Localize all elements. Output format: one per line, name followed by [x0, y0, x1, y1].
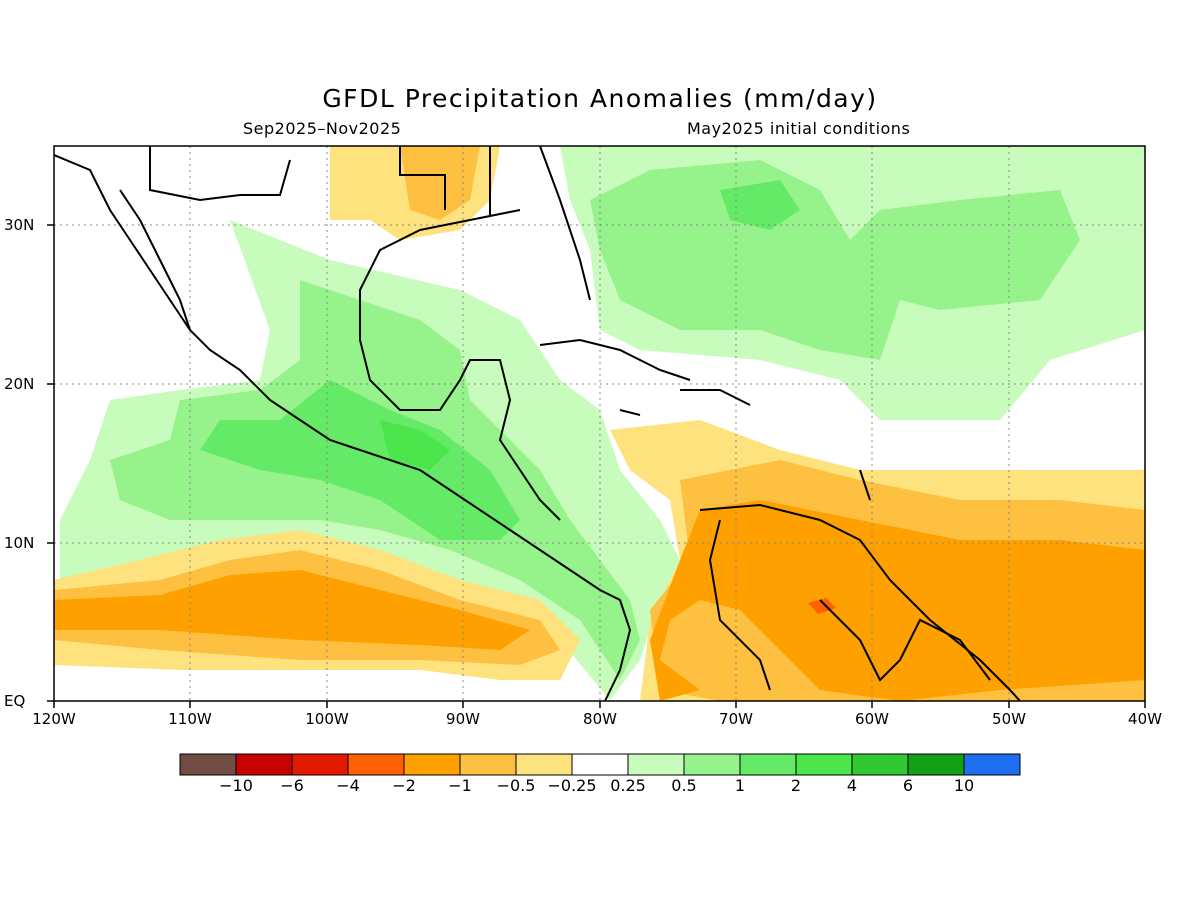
colorbar-label: −0.5	[496, 776, 536, 795]
colorbar-label: −0.25	[547, 776, 597, 795]
colorbar-label: −6	[280, 776, 304, 795]
anomaly-region-neg-1-pacific	[54, 570, 530, 650]
colorbar-label: 6	[902, 776, 914, 795]
map-title: GFDL Precipitation Anomalies (mm/day)	[322, 84, 878, 113]
colorbar-swatch	[403, 753, 461, 776]
lat-label-10n: 10N	[4, 534, 35, 552]
lon-label-90w: 90W	[446, 710, 480, 728]
anomaly-region-neg-1-caribbean	[650, 500, 1145, 701]
coastlines	[54, 146, 1021, 701]
lon-label-80w: 80W	[583, 710, 617, 728]
lon-label-100w: 100W	[305, 710, 349, 728]
colorbar-label: 2	[790, 776, 802, 795]
lon-label-110w: 110W	[168, 710, 212, 728]
anomaly-region-1-atlantic	[720, 180, 800, 230]
colorbar-swatch	[795, 753, 853, 776]
colorbar-label: 4	[846, 776, 858, 795]
colorbar-label: 10	[953, 776, 975, 795]
colorbar-swatch	[515, 753, 573, 776]
colorbar-swatch	[851, 753, 909, 776]
lat-label-eq: EQ	[4, 692, 26, 710]
lon-label-70w: 70W	[719, 710, 753, 728]
colorbar-label: −2	[392, 776, 416, 795]
lon-label-40w: 40W	[1128, 710, 1162, 728]
colorbar-label: −4	[336, 776, 360, 795]
colorbar-swatch	[347, 753, 405, 776]
colorbar-swatch	[571, 753, 629, 776]
lat-label-20n: 20N	[4, 375, 35, 393]
colorbar-swatch	[683, 753, 741, 776]
anomaly-region-neg-1-gulf-coast	[400, 146, 480, 220]
lon-label-60w: 60W	[855, 710, 889, 728]
lat-lon-grid	[54, 146, 1145, 701]
anomaly-region-1-pacific	[200, 380, 520, 540]
colorbar-label: 0.5	[671, 776, 697, 795]
anomaly-region-2-pacific	[380, 420, 450, 470]
lat-label-30n: 30N	[4, 216, 35, 234]
lon-label-50w: 50W	[992, 710, 1026, 728]
forecast-period: Sep2025–Nov2025	[243, 119, 402, 138]
colorbar-swatch	[963, 753, 1021, 776]
colorbar-swatch	[179, 753, 237, 776]
lon-label-120w: 120W	[32, 710, 76, 728]
colorbar-label: −1	[448, 776, 472, 795]
colorbar-swatch	[235, 753, 293, 776]
colorbar-label: 1	[734, 776, 746, 795]
colorbar-swatch	[459, 753, 517, 776]
axis-ticks	[47, 224, 1146, 708]
colorbar-swatch	[291, 753, 349, 776]
colorbar-swatch	[907, 753, 965, 776]
colorbar-label: 0.25	[610, 776, 646, 795]
initial-conditions: May2025 initial conditions	[687, 119, 911, 138]
colorbar-label: −10	[219, 776, 253, 795]
anomaly-region-0-5-atlantic	[590, 160, 1080, 360]
anomaly-field	[54, 146, 1145, 701]
colorbar-swatch	[627, 753, 685, 776]
colorbar	[179, 753, 1021, 776]
colorbar-swatch	[739, 753, 797, 776]
